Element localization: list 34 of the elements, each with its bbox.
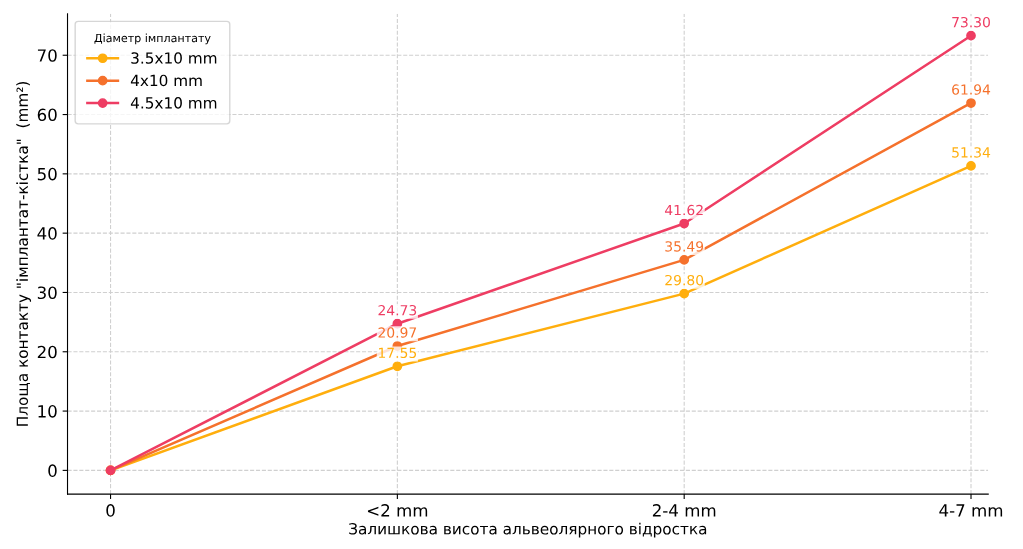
point [679,288,690,299]
y-tick-label: 10 [38,405,57,418]
data-label: 20.97 [378,327,417,338]
point [679,255,690,265]
legend-title: Діаметр імплантату [94,33,211,45]
point [966,161,976,171]
x-tick-label: <2 mm [367,504,428,517]
x-axis-title: Залишкова висота альвеолярного відростка [349,522,707,538]
point [679,218,690,229]
y-tick-label: 70 [37,49,57,62]
data-label: 41.62 [664,204,703,216]
legend-label: 4.5x10 mm [130,97,217,109]
data-label: 73.30 [952,16,990,28]
x-tick-label: 2-4 mm [652,504,716,517]
point [392,361,403,372]
point [966,30,976,41]
data-label: 35.49 [665,241,704,252]
data-label: 51.34 [952,147,991,158]
legend-label: 4x10 mm [130,74,202,87]
y-axis-title: Площа контакту "імплантат-кістка" (mm²) [16,81,32,426]
y-tick-label: 0 [48,464,57,477]
x-tick-label: 4-7 mm [939,504,1003,517]
x-tick-label: 0 [106,504,115,517]
y-tick-label: 50 [37,167,57,181]
point [966,98,976,108]
data-label: 61.94 [952,84,991,95]
legend-label: 3.5x10 mm [131,52,217,64]
y-tick-label: 40 [37,227,57,240]
y-tick-label: 60 [37,108,57,122]
data-label: 17.55 [379,347,417,359]
y-tick-label: 20 [37,345,57,359]
y-tick-label: 30 [37,286,57,300]
data-label: 29.80 [665,274,704,286]
data-label: 24.73 [378,304,417,316]
